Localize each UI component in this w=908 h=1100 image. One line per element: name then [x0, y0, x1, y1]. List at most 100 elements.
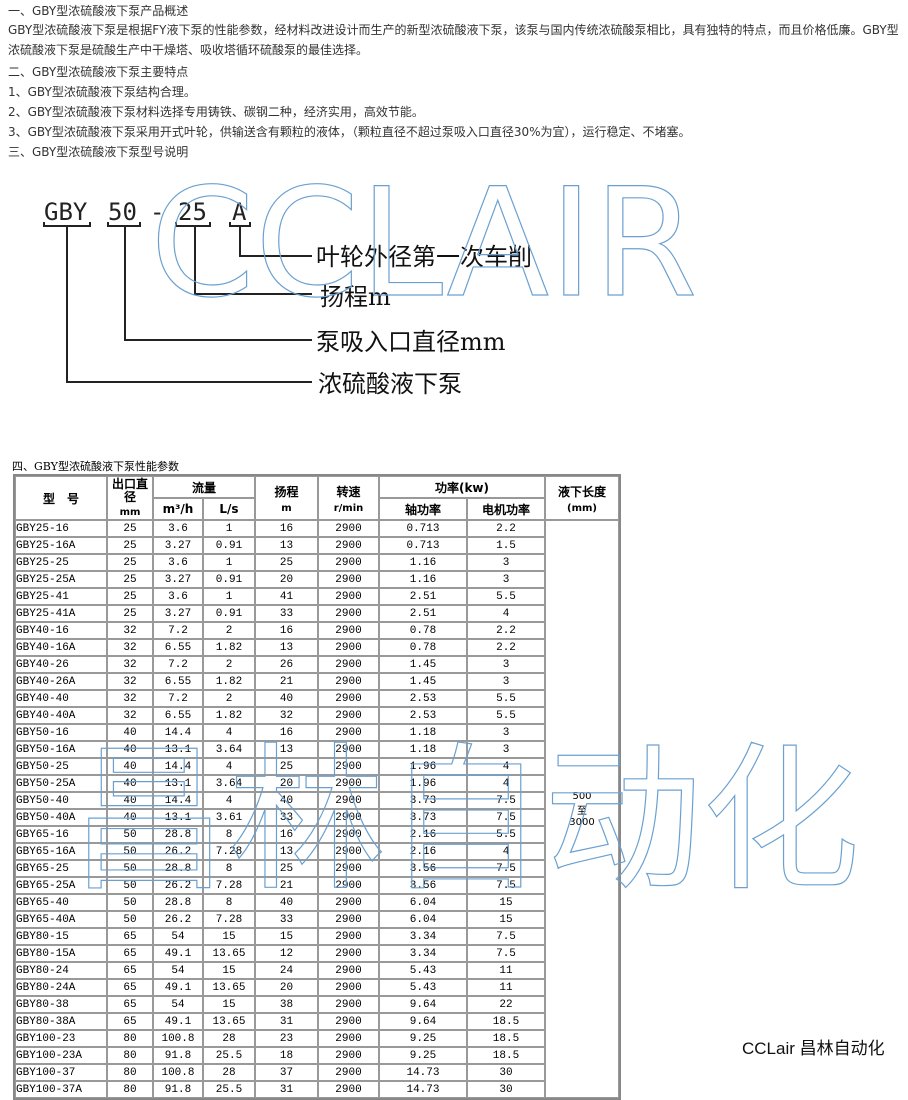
- cell-motor-power: 3: [467, 741, 545, 758]
- cell-outlet: 65: [107, 928, 153, 945]
- cell-flow-ls: 28: [203, 1030, 255, 1047]
- cell-head: 25: [255, 860, 318, 877]
- cell-motor-power: 3: [467, 554, 545, 571]
- cell-shaft-power: 3.73: [379, 809, 467, 826]
- feature-2: 2、GBY型浓硫酸液下泵材料选择专用铸铁、碳钢二种，经济实用，高效节能。: [8, 105, 424, 119]
- cell-flow-ls: 13.65: [203, 979, 255, 996]
- cell-flow-m3h: 3.6: [153, 554, 203, 571]
- cell-model: GBY80-38A: [15, 1013, 107, 1030]
- table-row: GBY80-38 65 54 15 38 2900 9.64 22: [15, 996, 619, 1013]
- cell-motor-power: 5.5: [467, 707, 545, 724]
- cell-speed: 2900: [318, 911, 379, 928]
- code-50: 50: [108, 198, 137, 226]
- cell-head: 33: [255, 605, 318, 622]
- cell-speed: 2900: [318, 877, 379, 894]
- table-row: GBY40-26A 32 6.55 1.82 21 2900 1.45 3: [15, 673, 619, 690]
- cell-flow-m3h: 14.4: [153, 724, 203, 741]
- cell-shaft-power: 3.56: [379, 877, 467, 894]
- cell-outlet: 25: [107, 554, 153, 571]
- cell-shaft-power: 5.43: [379, 979, 467, 996]
- table-row: GBY65-16 50 28.8 8 16 2900 2.16 5.5: [15, 826, 619, 843]
- feature-1: 1、GBY型浓硫酸液下泵结构合理。: [8, 85, 196, 99]
- cell-flow-m3h: 3.6: [153, 520, 203, 537]
- cell-shaft-power: 1.45: [379, 656, 467, 673]
- cell-flow-ls: 3.64: [203, 741, 255, 758]
- cell-head: 18: [255, 1047, 318, 1064]
- table-row: GBY40-40 32 7.2 2 40 2900 2.53 5.5: [15, 690, 619, 707]
- cell-flow-ls: 15: [203, 996, 255, 1013]
- cell-motor-power: 22: [467, 996, 545, 1013]
- cell-head: 33: [255, 809, 318, 826]
- cell-outlet: 32: [107, 656, 153, 673]
- cell-head: 15: [255, 928, 318, 945]
- cell-speed: 2900: [318, 843, 379, 860]
- cell-motor-power: 18.5: [467, 1013, 545, 1030]
- cell-model: GBY50-25: [15, 758, 107, 775]
- cell-outlet: 32: [107, 707, 153, 724]
- cell-shaft-power: 2.51: [379, 605, 467, 622]
- cell-shaft-power: 1.18: [379, 741, 467, 758]
- cell-model: GBY100-23: [15, 1030, 107, 1047]
- cell-motor-power: 3: [467, 656, 545, 673]
- section-1-body: GBY型浓硫酸液下泵是根据FY液下泵的性能参数，经材料改进设计而生产的新型浓硫酸…: [8, 23, 899, 57]
- table-row: GBY50-25A 40 13.1 3.64 20 2900 1.96 4: [15, 775, 619, 792]
- cell-speed: 2900: [318, 996, 379, 1013]
- cell-flow-ls: 8: [203, 826, 255, 843]
- cell-flow-m3h: 49.1: [153, 979, 203, 996]
- cell-flow-m3h: 54: [153, 928, 203, 945]
- cell-speed: 2900: [318, 792, 379, 809]
- cell-model: GBY25-25: [15, 554, 107, 571]
- cell-flow-ls: 13.65: [203, 945, 255, 962]
- label-pump-type: 浓硫酸液下泵: [318, 370, 462, 398]
- cell-head: 16: [255, 724, 318, 741]
- cell-flow-ls: 2: [203, 656, 255, 673]
- table-row: GBY50-16 40 14.4 4 16 2900 1.18 3: [15, 724, 619, 741]
- cell-model: GBY65-40A: [15, 911, 107, 928]
- cell-shaft-power: 1.45: [379, 673, 467, 690]
- cell-flow-ls: 0.91: [203, 605, 255, 622]
- cell-model: GBY80-38: [15, 996, 107, 1013]
- cell-speed: 2900: [318, 1047, 379, 1064]
- cell-shaft-power: 0.713: [379, 537, 467, 554]
- cell-motor-power: 11: [467, 979, 545, 996]
- cell-motor-power: 11: [467, 962, 545, 979]
- table-row: GBY40-26 32 7.2 2 26 2900 1.45 3: [15, 656, 619, 673]
- cell-shaft-power: 3.73: [379, 792, 467, 809]
- cell-speed: 2900: [318, 571, 379, 588]
- cell-motor-power: 1.5: [467, 537, 545, 554]
- cell-flow-ls: 15: [203, 962, 255, 979]
- cell-speed: 2900: [318, 622, 379, 639]
- cell-head: 13: [255, 843, 318, 860]
- cell-speed: 2900: [318, 1013, 379, 1030]
- cell-outlet: 50: [107, 843, 153, 860]
- table-row: GBY65-40 50 28.8 8 40 2900 6.04 15: [15, 894, 619, 911]
- section-1-title: 一、GBY型浓硫酸液下泵产品概述: [8, 4, 189, 18]
- cell-shaft-power: 1.16: [379, 554, 467, 571]
- cell-speed: 2900: [318, 1030, 379, 1047]
- cell-speed: 2900: [318, 826, 379, 843]
- cell-outlet: 65: [107, 962, 153, 979]
- cell-outlet: 40: [107, 724, 153, 741]
- cell-flow-ls: 1.82: [203, 639, 255, 656]
- table-row: GBY65-25 50 28.8 8 25 2900 3.56 7.5: [15, 860, 619, 877]
- cell-outlet: 25: [107, 588, 153, 605]
- cell-motor-power: 15: [467, 894, 545, 911]
- header-length: 液下长度 (mm): [545, 476, 619, 520]
- cell-outlet: 50: [107, 911, 153, 928]
- table-row: GBY65-40A 50 26.2 7.28 33 2900 6.04 15: [15, 911, 619, 928]
- cell-head: 25: [255, 554, 318, 571]
- cell-flow-m3h: 49.1: [153, 945, 203, 962]
- cell-flow-ls: 25.5: [203, 1047, 255, 1064]
- table-row: GBY65-25A 50 26.2 7.28 21 2900 3.56 7.5: [15, 877, 619, 894]
- cell-head: 12: [255, 945, 318, 962]
- cell-model: GBY80-15A: [15, 945, 107, 962]
- cell-head: 16: [255, 826, 318, 843]
- header-speed: 转速 r/min: [318, 476, 379, 520]
- cell-flow-ls: 8: [203, 894, 255, 911]
- cell-motor-power: 3: [467, 673, 545, 690]
- cell-speed: 2900: [318, 554, 379, 571]
- cell-flow-m3h: 26.2: [153, 911, 203, 928]
- cell-speed: 2900: [318, 860, 379, 877]
- cell-model: GBY65-25: [15, 860, 107, 877]
- code-a: A: [232, 198, 247, 226]
